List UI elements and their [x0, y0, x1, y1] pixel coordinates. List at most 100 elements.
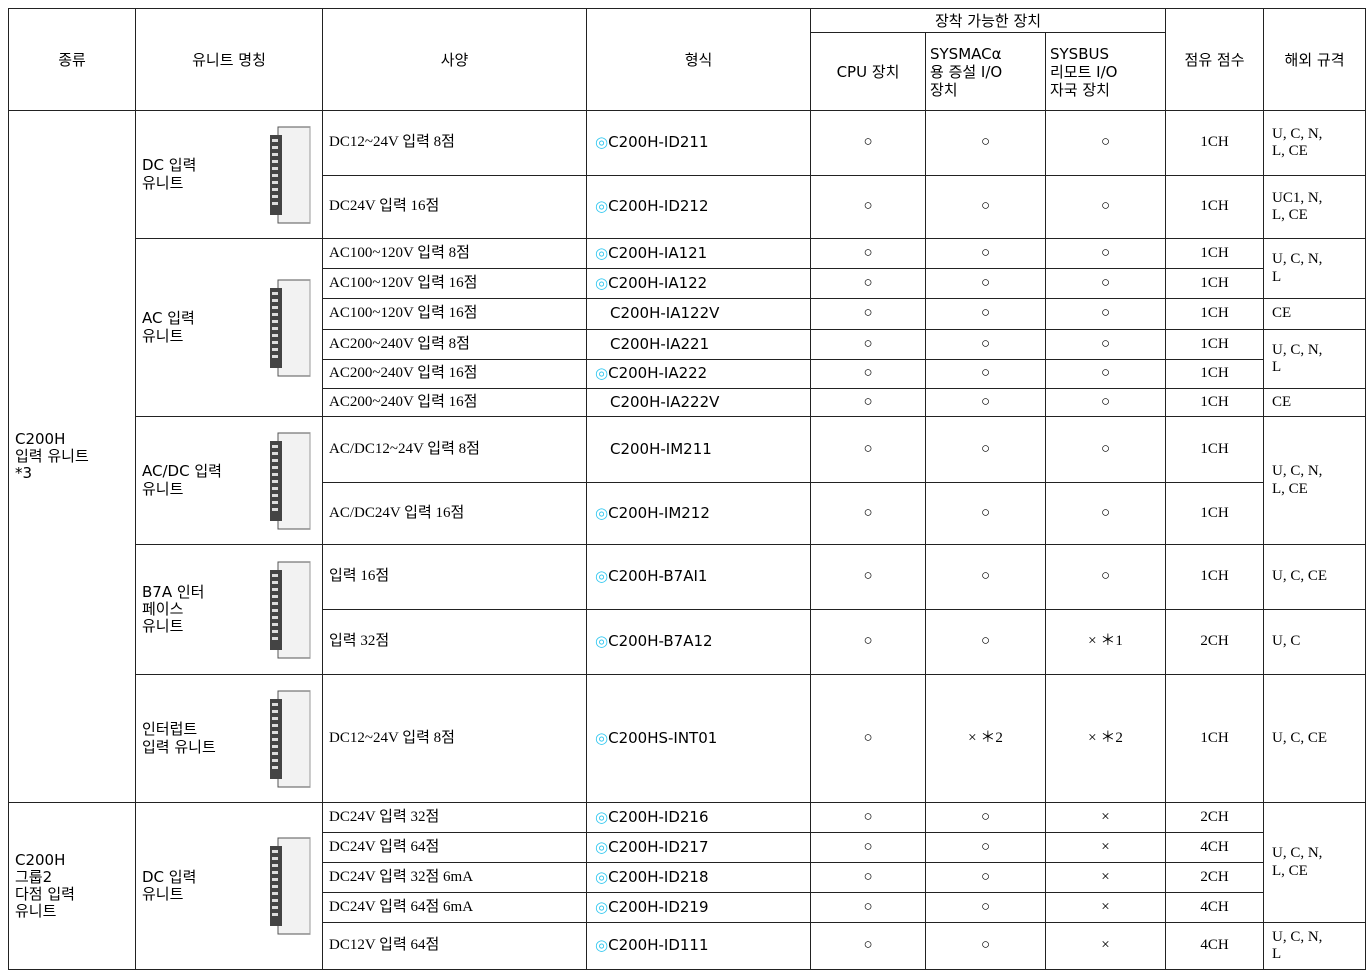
- model-symbol: ◎: [595, 867, 609, 886]
- sysmac-cell: ○: [925, 329, 1046, 360]
- cpu-cell: ○: [810, 268, 926, 299]
- model-symbol: ◎: [595, 273, 609, 292]
- standards-cell: U, C, N, L, CE: [1263, 802, 1367, 923]
- sysbus-cell: ×: [1044, 802, 1167, 833]
- sysbus-cell: ○: [1044, 416, 1167, 483]
- table-row: B7A 인터 페이스 유니트 입력 16점 ◎C200H-B7AI1 ○ ○ ○ 1CH U,…: [9, 544, 1367, 675]
- sysbus-cell: × ＊2: [1044, 674, 1167, 803]
- standards-cell: U, C, N, L, CE: [1263, 416, 1367, 545]
- spec-cell: DC12~24V 입력 8점: [322, 110, 587, 176]
- spec-cell: 입력 16점: [322, 544, 587, 610]
- model-name: C200H-IA122: [608, 273, 708, 292]
- model-name: C200H-B7AI1: [608, 567, 708, 586]
- standards-cell: U, C, N, L, CE: [1263, 110, 1367, 176]
- cpu-cell: ○: [810, 175, 926, 239]
- sysmac-cell: ○: [925, 298, 1046, 330]
- standards-cell: U, C, CE: [1263, 544, 1367, 610]
- model-name: C200H-ID218: [608, 867, 709, 886]
- sysmac-cell: ○: [925, 388, 1046, 417]
- standards-cell: CE: [1263, 298, 1367, 330]
- model-name: C200H-ID211: [608, 133, 709, 152]
- standards-cell: CE: [1263, 388, 1367, 417]
- spec-cell: AC200~240V 입력 16점: [322, 359, 587, 389]
- sysmac-cell: ○: [925, 110, 1046, 176]
- spec-cell: DC12V 입력 64점: [322, 922, 587, 970]
- spec-cell: AC/DC24V 입력 16점: [322, 482, 587, 545]
- unit-image: [270, 690, 311, 787]
- model-name: C200H-IA122V: [610, 304, 720, 323]
- cpu-cell: ○: [810, 922, 926, 970]
- model-cell: C200H-IA221: [586, 329, 811, 360]
- standards-cell: U, C, N, L: [1263, 329, 1367, 389]
- sysbus-cell: ○: [1044, 388, 1167, 417]
- standards-cell: U, C, CE: [1263, 674, 1367, 803]
- sysbus-cell: ○: [1044, 329, 1167, 360]
- sysbus-cell: ○: [1044, 110, 1167, 176]
- sysbus-cell: × ＊1: [1044, 609, 1167, 675]
- points-cell: 1CH: [1165, 544, 1265, 610]
- spec-cell: AC100~120V 입력 16점: [322, 298, 587, 330]
- model-cell: ◎C200H-ID217: [586, 832, 811, 863]
- unit-name: AC 입력 유니트: [142, 309, 195, 345]
- model-symbol: ◎: [595, 632, 609, 651]
- unit-name: DC 입력 유니트: [142, 867, 197, 903]
- points-cell: 4CH: [1165, 892, 1265, 923]
- table-row: AC/DC 입력 유니트 AC/DC12~24V 입력 8점 C200H-IM21…: [9, 416, 1367, 545]
- sysmac-cell: ○: [925, 862, 1046, 893]
- spec-cell: DC24V 입력 16점: [322, 175, 587, 239]
- spec-cell: DC24V 입력 32점 6mA: [322, 862, 587, 893]
- unit-name: DC 입력 유니트: [142, 156, 197, 192]
- standards-cell: UC1, N, L, CE: [1263, 175, 1367, 239]
- sysbus-cell: ×: [1044, 892, 1167, 923]
- sysmac-cell: ○: [925, 482, 1046, 545]
- sysbus-cell: ×: [1044, 922, 1167, 970]
- points-cell: 1CH: [1165, 388, 1265, 417]
- header-cell: 유니트 명칭: [135, 8, 323, 111]
- cpu-cell: ○: [810, 832, 926, 863]
- points-cell: 1CH: [1165, 238, 1265, 269]
- spec-cell: DC24V 입력 64점: [322, 832, 587, 863]
- model-name: C200H-ID111: [608, 936, 709, 955]
- sysmac-cell: ○: [925, 802, 1046, 833]
- table-row: AC/DC24V 입력 16점 ◎C200H-IM212 ○ ○ ○ 1CH: [9, 482, 1366, 545]
- table-row: AC100~120V 입력 16점 ◎C200H-IA122 ○ ○ ○ 1CH: [9, 268, 1366, 299]
- sysbus-cell: ○: [1044, 544, 1167, 610]
- points-cell: 4CH: [1165, 922, 1265, 970]
- table-row: AC100~120V 입력 16점 C200H-IA122V ○ ○ ○ 1CH CE: [9, 298, 1367, 330]
- points-cell: 1CH: [1165, 329, 1265, 360]
- unit-name-cell: AC/DC 입력 유니트: [135, 416, 323, 545]
- model-symbol: ◎: [595, 837, 609, 856]
- standards-cell: U, C, N, L: [1263, 238, 1367, 299]
- table-body: C200H 입력 유니트 *3 DC 입력 유니트 DC12~24V 입력 8점 ◎C…: [8, 110, 1367, 970]
- model-symbol: ◎: [595, 503, 609, 522]
- model-cell: C200H-IM211: [586, 416, 811, 483]
- table-row: C200H 그룹2 다점 입력 유니트 DC 입력 유니트 DC24V 입력 32점…: [8, 802, 1367, 970]
- spec-table: 종류 유니트 명칭 사양 형식 장착 가능한 장치 점유 점수 해외 규격 CP…: [8, 8, 1367, 970]
- table-row: 입력 32점 ◎C200H-B7A12 ○ ○ × ＊1 2CH U, C: [9, 609, 1367, 675]
- sysmac-cell: ○: [925, 832, 1046, 863]
- points-cell: 1CH: [1165, 674, 1265, 803]
- unit-name-cell: 인터럽트 입력 유니트: [135, 674, 323, 803]
- points-cell: 1CH: [1165, 298, 1265, 330]
- standards-cell: U, C: [1263, 609, 1367, 675]
- cpu-cell: ○: [810, 110, 926, 176]
- cpu-cell: ○: [810, 674, 926, 803]
- model-name: C200H-IA121: [608, 243, 708, 262]
- unit-name: 인터럽트 입력 유니트: [142, 720, 216, 756]
- cpu-cell: ○: [810, 298, 926, 330]
- sysmac-cell: ○: [925, 544, 1046, 610]
- cpu-cell: ○: [810, 482, 926, 545]
- spec-cell: AC100~120V 입력 16점: [322, 268, 587, 299]
- type-cell: C200H 그룹2 다점 입력 유니트: [8, 802, 136, 970]
- model-symbol: ◎: [595, 897, 609, 916]
- sysmac-cell: ○: [925, 359, 1046, 389]
- model-cell: ◎C200H-IA121: [586, 238, 811, 269]
- unit-name: AC/DC 입력 유니트: [142, 462, 222, 498]
- cpu-cell: ○: [810, 238, 926, 269]
- points-cell: 1CH: [1165, 268, 1265, 299]
- points-cell: 2CH: [1165, 609, 1265, 675]
- points-cell: 2CH: [1165, 802, 1265, 833]
- model-symbol: ◎: [595, 807, 609, 826]
- model-symbol: ◎: [595, 197, 609, 216]
- header-cell: 형식: [586, 8, 811, 111]
